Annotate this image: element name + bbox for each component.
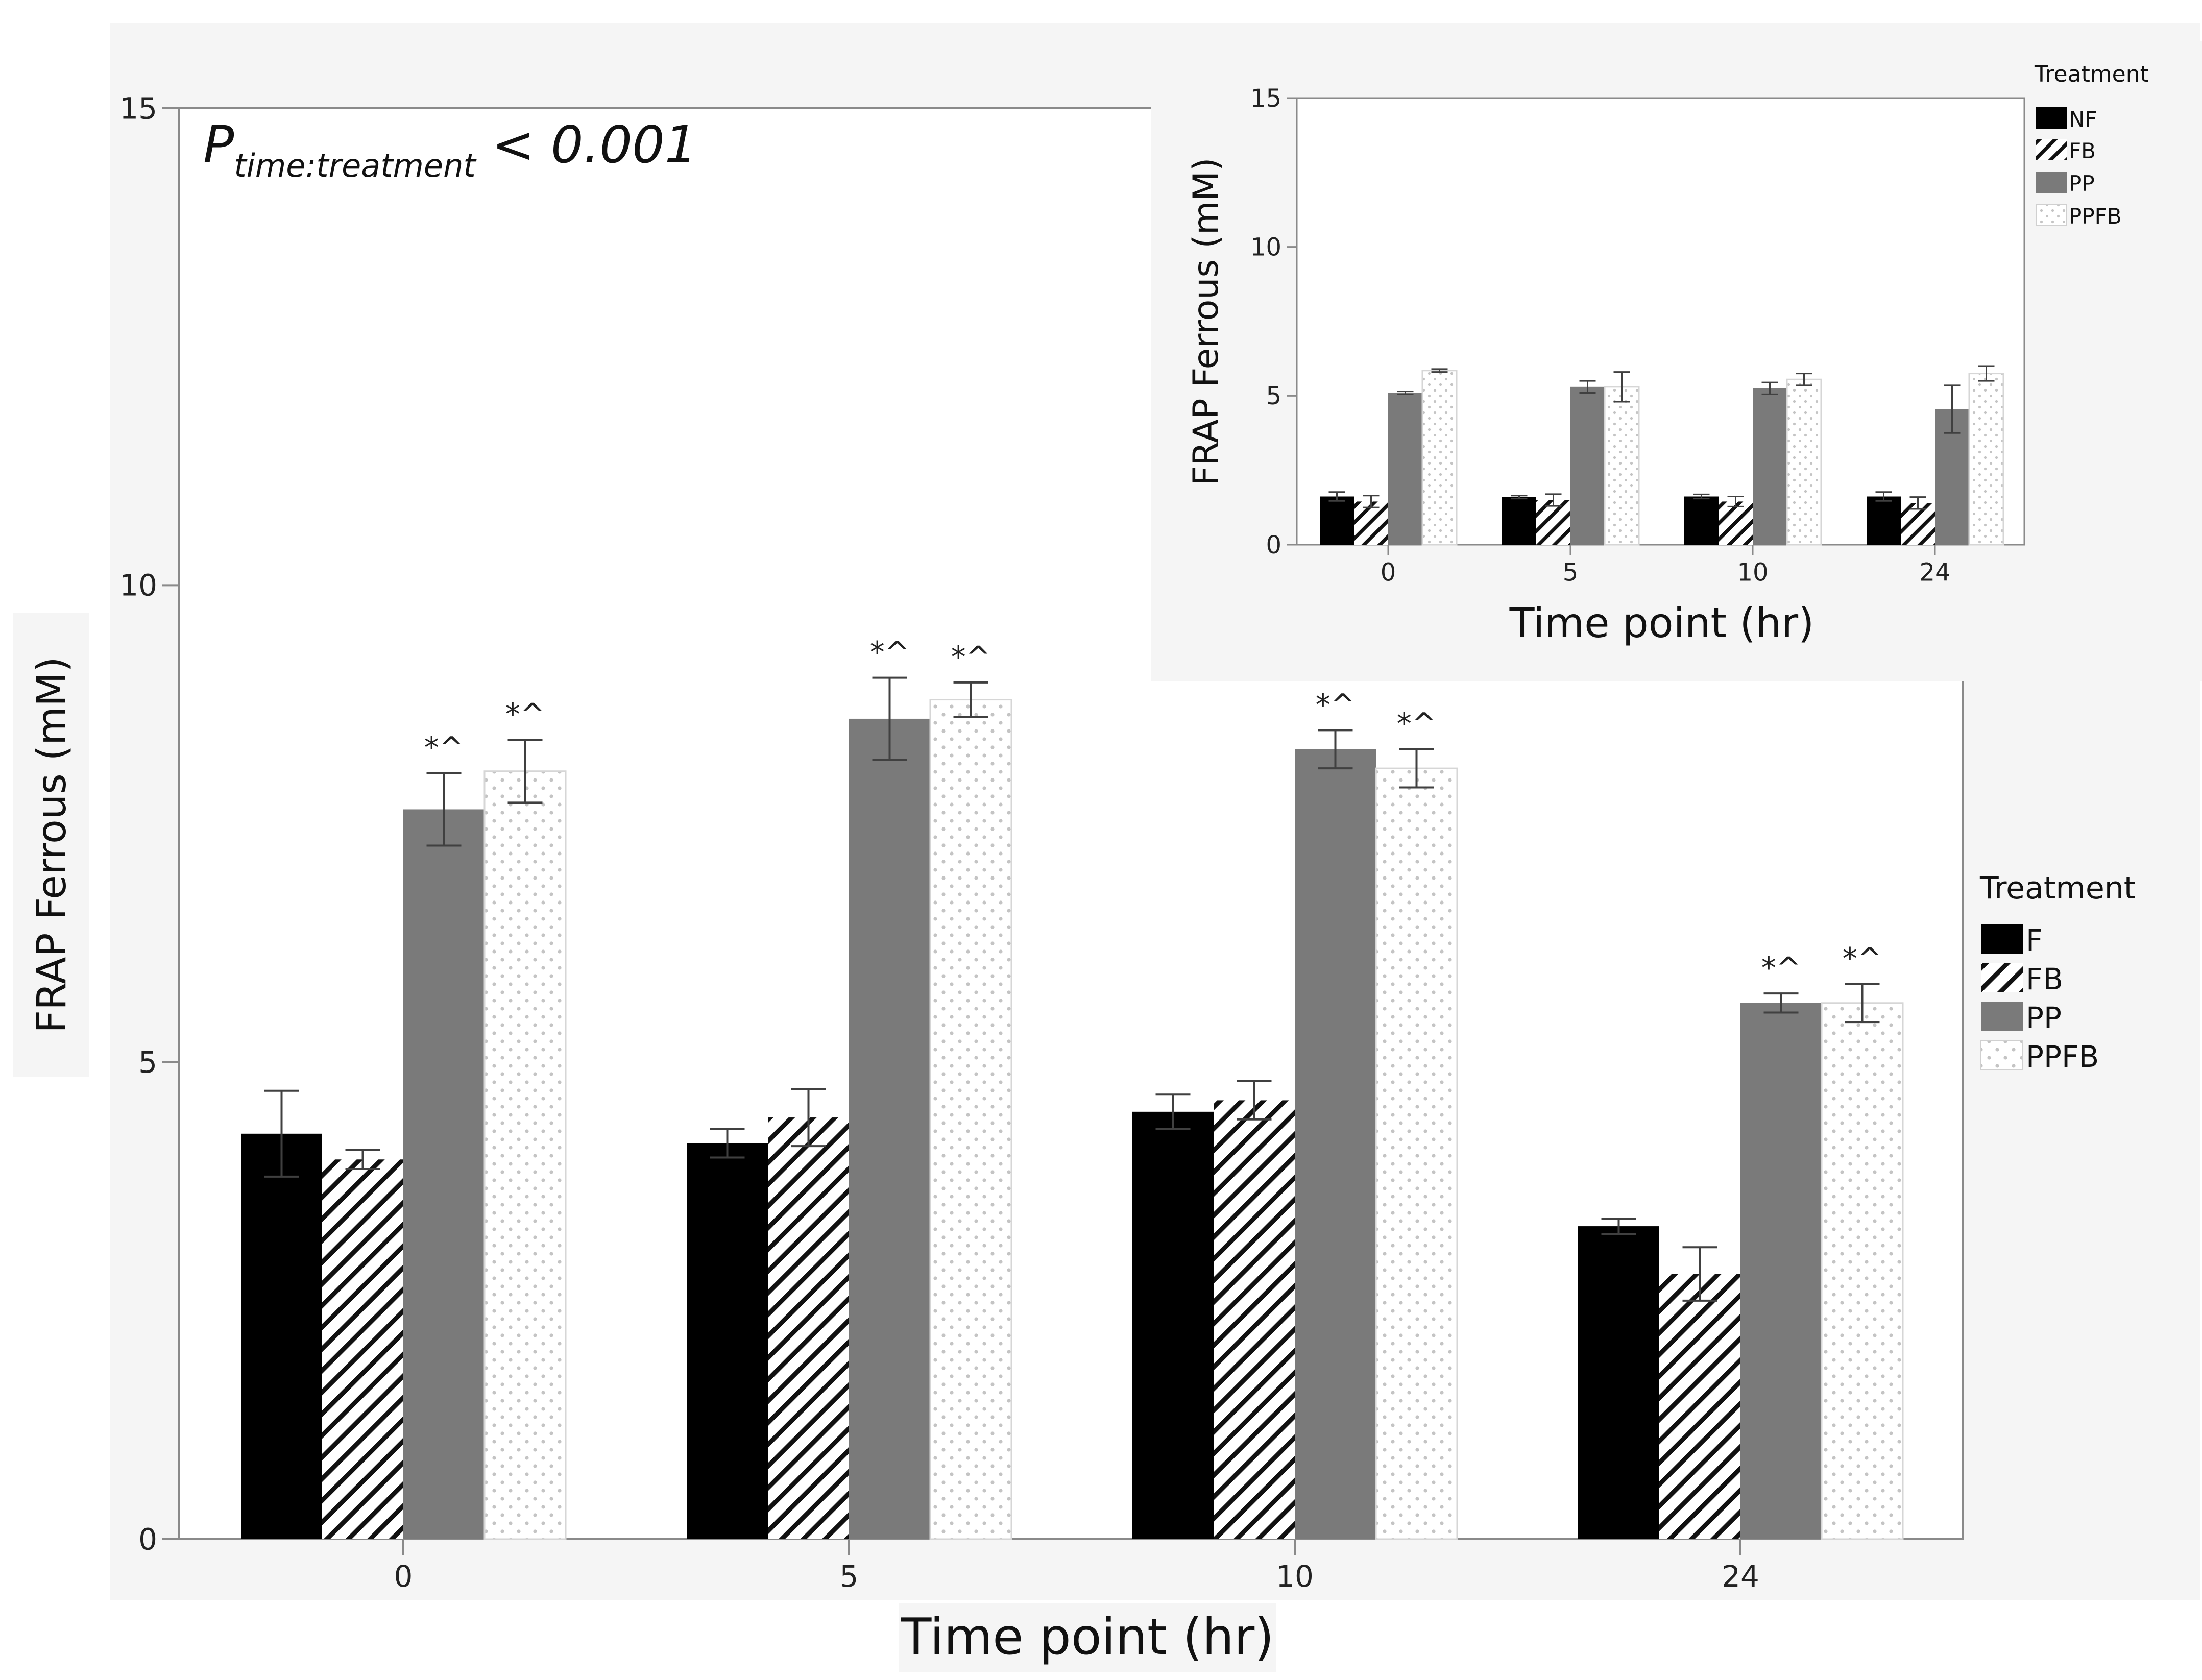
inset-y-tick-label: 0 [1266,531,1281,559]
main-bar-f-24 [1578,1226,1659,1539]
main-y-tick-label: 15 [119,91,157,126]
main-y-tick-label: 0 [138,1522,157,1556]
inset-x-axis: 0 5 10 24 [1381,545,1951,587]
main-y-axis-title: FRAP Ferrous (mM) [29,656,75,1033]
main-legend-swatch-pp [1981,1002,2023,1031]
main-bar-f-5 [687,1143,768,1539]
inset-x-axis-title: Time point (hr) [1509,599,1814,647]
main-significance-label: *^ [424,730,464,765]
main-x-tick-label: 0 [394,1559,413,1594]
inset-bar-ppfb-0 [1421,370,1458,546]
main-legend-swatch-fb [1981,963,2023,992]
main-bar-fb-24 [1659,1274,1740,1539]
main-bar-fb-0 [322,1159,403,1539]
inset-y-tick-label: 15 [1250,84,1281,113]
inset-legend-label-pp: PP [2069,171,2095,196]
main-bar-ppfb-5 [929,699,1012,1540]
inset-bars [1320,370,2004,546]
main-legend-label-ppfb: PPFB [2026,1039,2099,1074]
inset-bar-pp-0 [1388,393,1422,545]
main-legend-swatch-ppfb [1980,1040,2023,1070]
main-x-axis: 0 5 10 24 [394,1539,1759,1594]
main-y-axis: 0 5 10 15 [119,91,179,1556]
main-significance-label: *^ [951,640,991,674]
main-y-tick-label: 5 [138,1045,157,1080]
main-xlabel-background [899,1603,1276,1672]
main-significance-label: *^ [1316,687,1356,722]
inset-legend-label-fb: FB [2069,138,2096,163]
inset-legend-label-nf: NF [2069,107,2097,132]
main-bar-pp-0 [403,809,485,1539]
inset-error-bars [1328,365,1995,510]
main-significance-label: *^ [870,635,910,670]
inset-legend-swatch-ppfb [2036,204,2067,226]
main-ylabel-background [13,613,89,1077]
main-bar-pp-5 [849,718,930,1539]
main-significance-label: *^ [505,697,545,732]
inset-bar-pp-5 [1570,386,1605,545]
main-legend-label-fb: FB [2026,962,2063,996]
inset-legend-swatch-nf [2036,107,2067,129]
main-legend-label-pp: PP [2026,1001,2062,1035]
main-bar-ppfb-10 [1375,767,1458,1540]
main-significance-label: *^ [1397,707,1437,741]
main-significance-label: *^ [1761,951,1801,985]
inset-y-tick-label: 5 [1266,382,1281,410]
inset-y-axis-title: FRAP Ferrous (mM) [1186,158,1226,486]
p-annotation-subscript: time:treatment [234,147,477,184]
main-x-tick-label: 5 [840,1559,859,1594]
main-bar-pp-10 [1295,749,1376,1539]
p-value-annotation: Ptime:treatment < 0.001 [203,115,697,184]
main-bar-f-10 [1132,1111,1214,1539]
inset-bar-ppfb-5 [1604,386,1640,546]
inset-bar-nf-5 [1502,497,1536,545]
main-bar-f-0 [241,1133,322,1539]
main-x-axis-title: Time point (hr) [901,1608,1274,1666]
inset-bar-ppfb-24 [1968,373,2004,546]
main-y-tick-label: 10 [119,568,157,603]
main-bar-fb-5 [768,1117,849,1539]
main-bars [241,699,1904,1540]
main-x-tick-label: 24 [1722,1559,1759,1594]
inset-x-tick-label: 10 [1737,558,1768,587]
inset-legend-swatch-fb [2036,139,2067,160]
p-annotation-rest: < 0.001 [476,115,697,175]
inset-legend: Treatment NF FB PP PPFB [2034,61,2149,229]
inset-bar-ppfb-10 [1786,378,1822,546]
inset-bar-fb-24 [1901,503,1935,545]
p-annotation-main: P [203,115,234,175]
inset-legend-title: Treatment [2034,61,2149,87]
main-x-tick-label: 10 [1276,1559,1314,1594]
inset-legend-swatch-pp [2036,172,2067,193]
main-error-bars [264,676,1880,1302]
main-significance-label: *^ [1843,941,1882,976]
inset-bar-fb-10 [1719,501,1753,545]
main-bar-ppfb-24 [1821,1002,1904,1540]
main-bar-ppfb-0 [483,770,567,1540]
main-legend-label-f: F [2026,923,2043,958]
main-significance-labels: *^ *^ *^ *^ *^ *^ *^ *^ [424,635,1882,986]
main-bar-pp-24 [1740,1003,1822,1539]
inset-legend-label-ppfb: PPFB [2069,204,2122,229]
inset-bar-nf-24 [1867,496,1901,545]
inset-x-tick-label: 24 [1919,558,1950,587]
inset-bar-nf-10 [1684,496,1719,545]
inset-chart: 0 5 10 15 0 5 10 24 FRAP Ferrous (mM) Time poi… [1151,41,2202,681]
main-bar-fb-10 [1214,1100,1295,1539]
inset-y-tick-label: 10 [1250,233,1281,261]
inset-x-tick-label: 0 [1381,558,1396,587]
inset-bar-nf-0 [1320,496,1354,545]
inset-bar-pp-10 [1753,388,1787,545]
inset-bar-fb-5 [1536,500,1570,545]
inset-x-tick-label: 5 [1563,558,1579,587]
inset-y-axis: 0 5 10 15 [1250,84,1297,559]
main-legend-swatch-f [1981,924,2023,954]
inset-bar-fb-0 [1354,501,1388,545]
main-legend-title: Treatment [1979,870,2136,906]
main-legend: Treatment F FB PP PPFB [1979,870,2136,1074]
